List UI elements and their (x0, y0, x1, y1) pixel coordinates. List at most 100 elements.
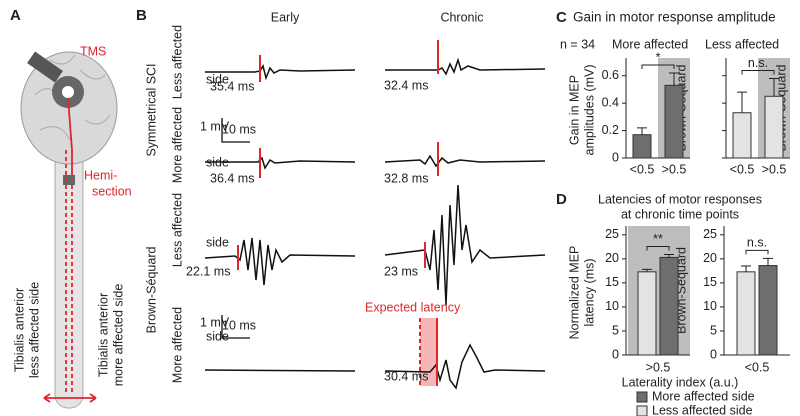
trace (385, 57, 546, 76)
latency-label: 35.4 ms (210, 79, 254, 93)
y-tick-label: 0.6 (602, 68, 619, 82)
lesion (63, 175, 75, 185)
panel-a: A TMS Hemi- section Tibialis anterior le… (10, 7, 132, 409)
coil-handle (27, 51, 63, 83)
panel-b: B Early Chronic Symmetrical SCI Brown-Sé… (136, 7, 546, 390)
trace (384, 154, 546, 168)
y-tick-label: 10 (703, 299, 717, 313)
y-tick-label: 15 (605, 275, 619, 289)
scale-amplitude: 1 mV (200, 315, 230, 329)
y-tick-label: 25 (605, 227, 619, 241)
significance-bracket (745, 249, 769, 255)
hemisection-label: Hemi- (84, 168, 117, 182)
panel-letter: A (10, 7, 21, 24)
sample-size: n = 34 (560, 37, 595, 51)
x-tick-label: <0.5 (745, 360, 770, 374)
scale-bar (221, 315, 250, 339)
significance-label: n.s. (747, 236, 767, 250)
hemisection-label: section (92, 184, 132, 198)
row-label: side (206, 329, 229, 343)
bar (664, 84, 684, 159)
error-bar (763, 257, 773, 266)
error-bar (642, 268, 652, 272)
x-tick-label: >0.5 (646, 360, 671, 374)
latency-label: 32.4 ms (384, 78, 428, 92)
trace (384, 184, 546, 306)
muscle-label: Tibialis anterior (96, 293, 110, 377)
scale-amplitude: 1 mV (200, 119, 230, 133)
y-axis-label: amplitudes (mV) (582, 65, 596, 156)
x-axis-label: Laterality index (a.u.) (622, 375, 739, 389)
significance-bracket (646, 246, 670, 251)
panel-letter: D (556, 191, 567, 208)
chart-title: More affected (612, 37, 688, 51)
y-tick-label: 0 (710, 347, 717, 361)
bar (764, 95, 784, 159)
bar (637, 271, 657, 356)
row-label: More affected (170, 307, 184, 383)
muscle-label: less affected side (27, 282, 41, 378)
row-label: More affected (170, 107, 184, 183)
y-tick-label: 5 (612, 323, 619, 337)
error-bar (664, 254, 674, 258)
brain-folds (34, 54, 111, 141)
error-bar (637, 127, 647, 135)
y-tick-label: 20 (703, 251, 717, 265)
y-tick-label: 0.2 (602, 123, 619, 137)
y-tick-label: 0.4 (602, 95, 619, 109)
x-tick-label: <0.5 (730, 162, 755, 176)
significance-label: * (656, 50, 661, 64)
latency-label: 30.4 ms (384, 369, 428, 383)
y-axis-label: Gain in MEP (567, 75, 581, 145)
scale-time: 10 ms (222, 318, 256, 332)
error-bar (769, 77, 779, 97)
y-axis-label: latency (ms) (582, 258, 596, 326)
expected-latency-label: Expected latency (365, 300, 461, 314)
legend-swatch (636, 405, 648, 416)
latency-label: 23 ms (384, 264, 418, 278)
legend-label: More affected side (652, 389, 755, 403)
scale-bar (221, 118, 250, 143)
x-tick-label: >0.5 (762, 162, 787, 176)
legend-label: Less affected side (652, 403, 753, 416)
legend-swatch (636, 391, 648, 403)
panel-letter: B (136, 7, 147, 24)
latency-markers (237, 40, 439, 386)
latency-label: 32.8 ms (384, 171, 428, 185)
y-axis-label: Normalized MEP (567, 246, 581, 340)
bar (736, 271, 756, 356)
row-label: Less affected (170, 193, 184, 267)
group-label: Symmetrical SCI (144, 63, 158, 156)
x-tick-label: >0.5 (662, 162, 687, 176)
muscle-label: more affected side (111, 284, 125, 387)
error-bar (741, 265, 751, 272)
significance-bracket (741, 69, 775, 75)
y-tick-label: 20 (605, 251, 619, 265)
column-label: Chronic (440, 10, 483, 24)
y-tick-label: 10 (605, 299, 619, 313)
bar (659, 256, 679, 356)
muscle-arrows (43, 393, 97, 403)
latency-label: 22.1 ms (186, 264, 230, 278)
tract (67, 97, 73, 178)
y-tick-label: 15 (703, 275, 717, 289)
significance-label: ** (653, 232, 663, 246)
chart-title: Less affected (705, 37, 779, 51)
group-label: Brown-Séquard (144, 247, 158, 334)
y-tick-label: 0 (612, 347, 619, 361)
y-tick-label: 5 (710, 323, 717, 337)
latency-label: 36.4 ms (210, 171, 254, 185)
bar (758, 265, 778, 356)
row-label: side (206, 235, 229, 249)
significance-bracket (641, 64, 675, 69)
bar (632, 134, 652, 159)
tract-dashed (65, 150, 73, 395)
row-label: Less affected (170, 25, 184, 99)
significance-label: n.s. (748, 56, 768, 70)
column-label: Early (271, 10, 300, 24)
y-tick-label: 0 (612, 150, 619, 164)
x-tick-label: <0.5 (630, 162, 655, 176)
trace (205, 64, 356, 81)
panel-letter: C (556, 9, 567, 26)
